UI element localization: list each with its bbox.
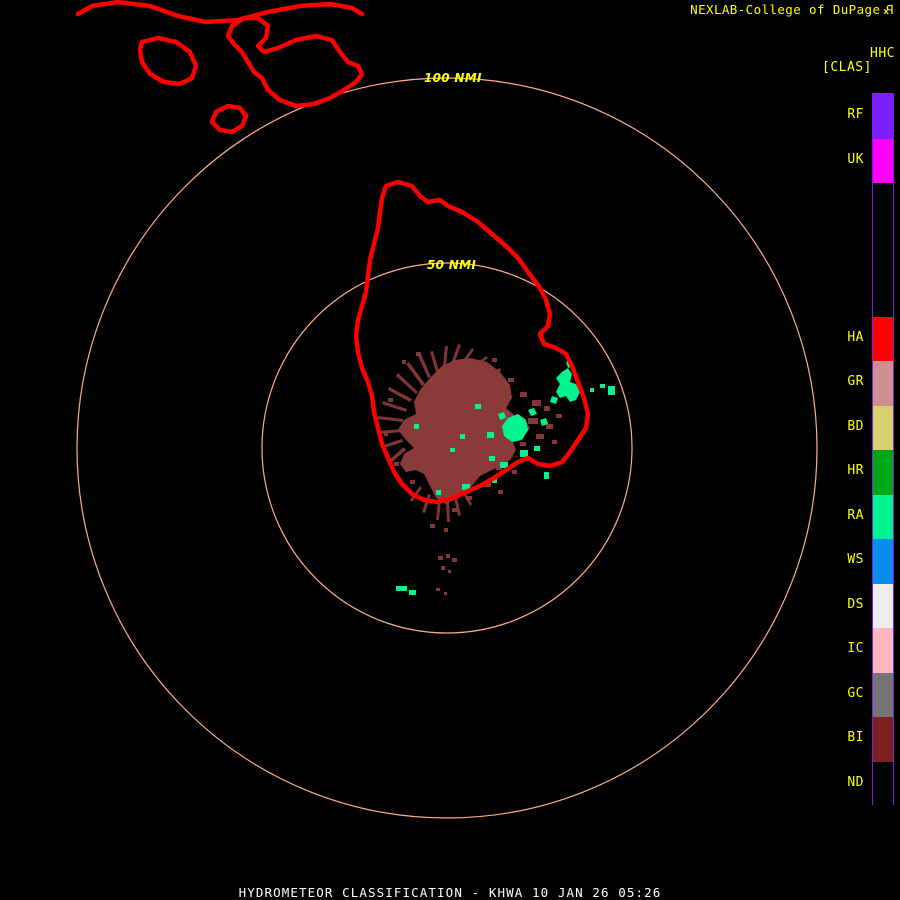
colorbar-label-gr: GR [847,374,864,390]
radar-scope[interactable]: 100 NMI 50 NMI [0,0,820,880]
colorbar-cell-ws [873,539,893,584]
geography-layer [75,0,591,505]
colorbar-cell-blank [873,183,893,228]
colorbar-cell-ic [873,628,893,673]
colorbar-cell-gr [873,361,893,406]
echo-layer-rain [396,360,615,595]
coastline-maui [225,15,365,109]
colorbar-label-hr: HR [847,463,864,479]
colorbar-label-bi: BI [847,730,864,746]
colorbar-cell-ha [873,316,893,361]
range-ring-label-100nmi: 100 NMI [424,71,482,85]
radar-scope-canvas [75,0,818,819]
coastline-molokai [75,0,365,25]
colorbar[interactable] [872,93,894,806]
colorbar-legend: HHC [CLAS] RF UK HA GR BD HR RA WS DS IC GC BI ND [818,46,900,810]
colorbar-cell-blank [873,227,893,272]
provider-credit-text: NEXLAB-College of DuPage [690,2,881,17]
colorbar-label-ds: DS [847,596,864,612]
colorbar-cell-blank [873,272,893,317]
range-ring-group [76,77,818,819]
colorbar-label-ra: RA [847,507,864,523]
colorbar-label-uk: UK [847,151,864,167]
echo-layer-biological [378,344,562,595]
coastline-kahoolawe [209,103,249,135]
coastline-lanai [137,35,199,87]
colorbar-label-ic: IC [847,641,864,657]
colorbar-cell-rf [873,94,893,139]
status-bar: HYDROMETEOR CLASSIFICATION - KHWA 10 JAN… [238,885,662,900]
colorbar-label-ws: WS [847,552,864,568]
range-ring-50nmi [261,262,633,634]
colorbar-label-rf: RF [847,107,864,123]
coastline-hawaii-big-island [353,179,591,505]
colorbar-label-bd: BD [847,418,864,434]
legend-title: HHC [870,46,895,61]
colorbar-label-nd: ND [847,774,864,790]
colorbar-cell-bd [873,405,893,450]
colorbar-label-ha: HA [847,329,864,345]
range-ring-100nmi [76,77,818,819]
colorbar-cell-ds [873,583,893,628]
colorbar-cell-hr [873,450,893,495]
colorbar-cell-gc [873,672,893,717]
colorbar-label-gc: GC [847,685,864,701]
colorbar-cell-nd [873,761,893,806]
registered-mark-icon: ℞ [882,2,894,17]
provider-credit: NEXLAB-College of DuPage ℞ [690,2,894,17]
legend-subtitle: [CLAS] [822,60,872,75]
range-ring-label-50nmi: 50 NMI [427,258,477,272]
colorbar-cell-ra [873,494,893,539]
colorbar-cell-bi [873,717,893,762]
colorbar-cell-uk [873,138,893,183]
